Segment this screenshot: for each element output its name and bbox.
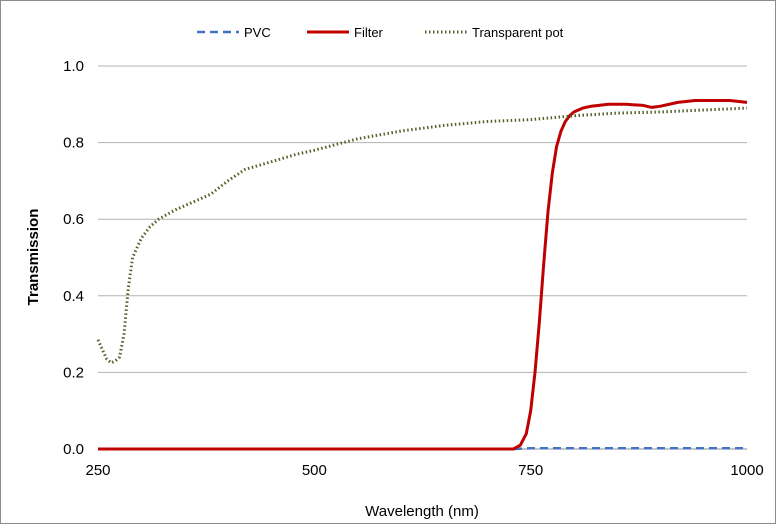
x-tick-label: 750 [518, 462, 543, 479]
series-line-transparent-pot [96, 106, 748, 365]
y-axis-title: Transmission [25, 209, 42, 306]
x-axis-title: Wavelength (nm) [365, 503, 479, 520]
y-tick-label: 0.6 [63, 211, 84, 228]
y-tick-label: 0.8 [63, 135, 84, 152]
x-tick-label: 500 [302, 462, 327, 479]
y-tick-label: 0.2 [63, 364, 84, 381]
y-tick-label: 0.4 [63, 288, 84, 305]
x-tick-label: 1000 [730, 462, 763, 479]
series-line-pvc [98, 446, 747, 451]
legend-label-pvc: PVC [244, 25, 271, 40]
x-tick-label: 250 [85, 462, 110, 479]
y-tick-label: 0.0 [63, 441, 84, 458]
y-tick-label: 1.0 [63, 58, 84, 75]
series-lines [96, 99, 748, 451]
series-line-filter [98, 99, 748, 451]
legend: PVC Filter Transparent pot [197, 25, 564, 40]
axes: 0.0 0.2 0.4 0.6 0.8 1.0 250 500 750 1000 [63, 58, 764, 479]
legend-label-filter: Filter [354, 25, 384, 40]
gridlines [98, 65, 747, 373]
legend-label-transparent-pot: Transparent pot [472, 25, 564, 40]
